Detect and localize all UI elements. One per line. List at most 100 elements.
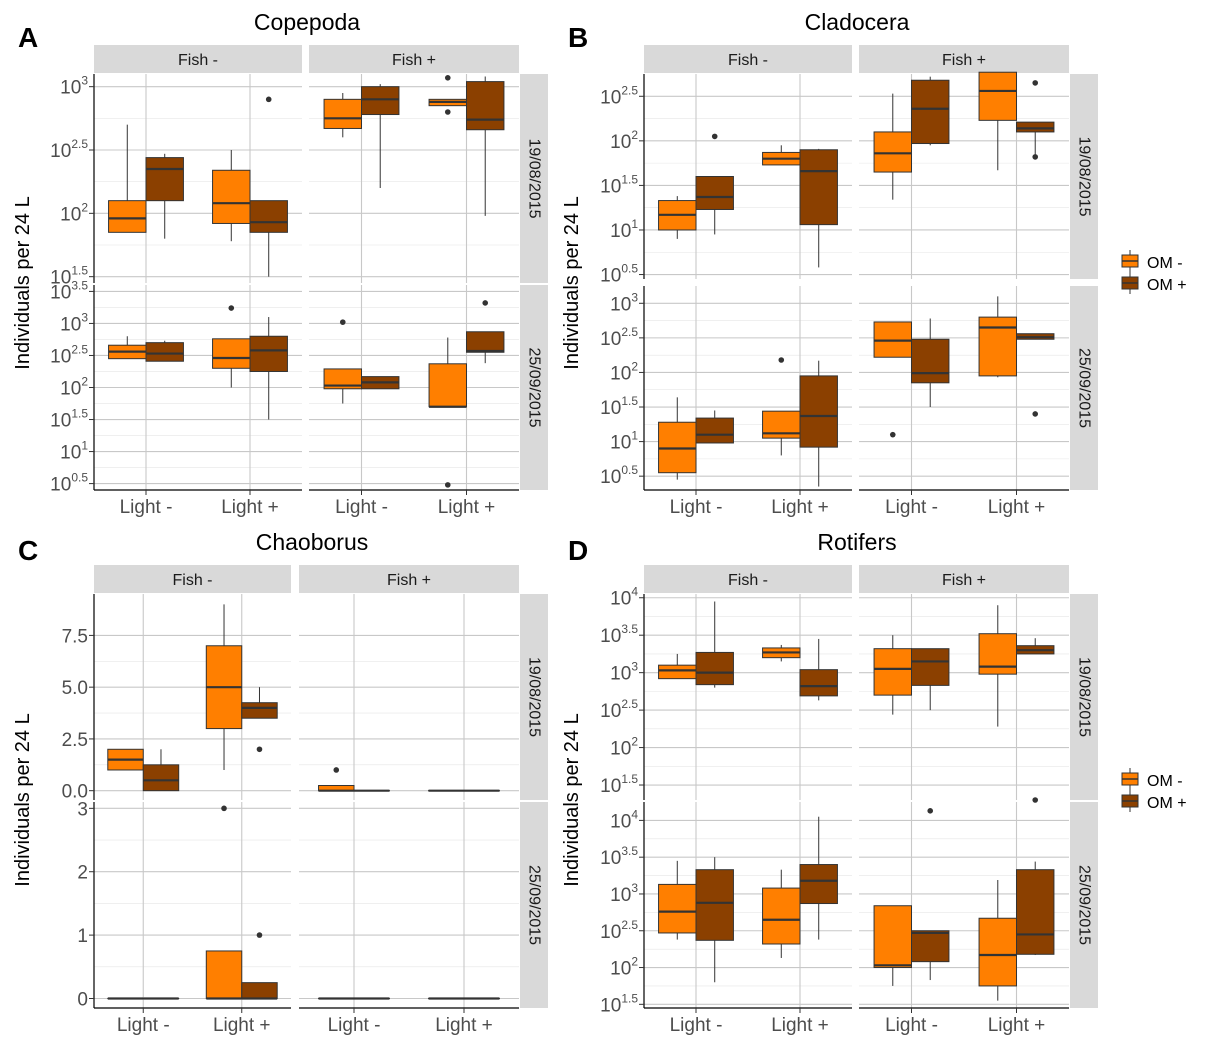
y-tick-label: 101.5 [50,264,88,289]
facet-strip-col [859,565,1069,593]
x-tick-label: Light - [885,497,938,518]
box [978,605,1017,727]
y-axis-label: Individuals per 24 L [12,713,34,886]
y-tick-label: 102.5 [600,83,638,108]
panel-letter: B [568,22,588,53]
box [241,932,278,1000]
outlier-point [1032,411,1039,417]
legend-bottom: OM - OM + [1121,768,1187,812]
box [1016,638,1055,803]
y-tick-label: 102 [60,200,88,225]
outlier-point [1032,797,1039,803]
box [108,124,147,233]
box-body [145,342,184,362]
y-tick-label: 102 [610,955,638,980]
outlier-point [256,932,263,938]
outlier-point [711,133,718,140]
box [323,319,362,404]
box [212,150,251,242]
box-body [1016,121,1055,133]
plot-area: Fish - Fish + 19/08/2015 25/09/2015 0.0 2.5 5.… [62,565,548,1036]
x-tick-label: Light + [221,497,279,518]
box-body [911,648,950,686]
x-tick-label: Light - [670,497,723,518]
box-body [799,669,838,697]
box [205,604,243,770]
x-tick-label: Light + [213,1015,271,1036]
box [249,317,288,420]
facet-label-col: Fish + [942,572,986,589]
y-tick-label: 7.5 [62,626,88,647]
box-body [142,764,180,792]
outlier-point [1032,154,1039,160]
box [658,653,697,680]
box-body [1016,869,1055,955]
outlier-point [444,75,451,81]
box-body [978,71,1017,121]
chart-title: Chaoborus [256,529,369,555]
y-tick-label: 103 [610,290,638,315]
y-tick-label: 101.5 [50,407,88,432]
plot-area: Fish - Fish + 19/08/2015 25/09/2015 101.5 102… [600,565,1098,1036]
box-body [205,950,243,999]
y-tick-label: 3 [77,799,88,820]
box [249,96,288,277]
box [978,71,1017,171]
y-tick-label: 101.5 [600,394,638,419]
box-body [361,86,400,116]
facet-label-col: Fish - [173,572,213,589]
x-tick-label: Light - [120,497,173,518]
box-body [428,363,467,408]
box [911,648,950,711]
outlier-point [333,767,340,773]
box [799,360,838,487]
y-tick-label: 1 [77,926,88,947]
facet-label-row: 25/09/2015 [526,347,543,427]
box-body [241,982,278,999]
box [658,196,697,239]
facet-label-row: 19/08/2015 [1076,136,1093,216]
box [361,84,400,188]
facet-strip-col [94,565,291,593]
x-tick-label: Light + [438,497,496,518]
box [1016,80,1055,160]
box-body [323,98,362,129]
outlier-point [1032,80,1039,86]
y-tick-label: 100.5 [600,463,638,488]
box [978,296,1017,378]
box-body [658,664,697,680]
box [873,635,912,715]
outlier-point [889,431,896,438]
box [323,93,362,138]
x-tick-label: Light - [117,1015,170,1036]
legend-label: OM - [1147,255,1183,272]
x-tick-label: Light + [988,1015,1046,1036]
box-body [799,375,838,448]
box [799,816,838,940]
box [762,357,801,456]
box [911,76,950,146]
box [428,337,467,488]
box [145,153,184,239]
box-body [695,869,734,941]
box-body [799,864,838,905]
box [466,76,505,216]
facet-strip-col [644,565,852,593]
box-body [911,79,950,145]
x-tick-label: Light + [771,1015,829,1036]
box-body [873,905,912,969]
box-body [978,633,1017,675]
y-tick-label: 102.5 [50,342,88,367]
box-body [145,157,184,202]
box [241,687,278,753]
y-tick-label: 103 [610,660,638,685]
y-tick-label: 102.5 [600,918,638,943]
box [107,748,144,771]
box-body [241,702,278,719]
facet-label-row: 19/08/2015 [1076,657,1093,737]
y-tick-label: 104 [610,807,638,832]
box-body [658,883,697,934]
box [762,644,801,662]
box-body [873,131,912,173]
box [212,305,251,388]
